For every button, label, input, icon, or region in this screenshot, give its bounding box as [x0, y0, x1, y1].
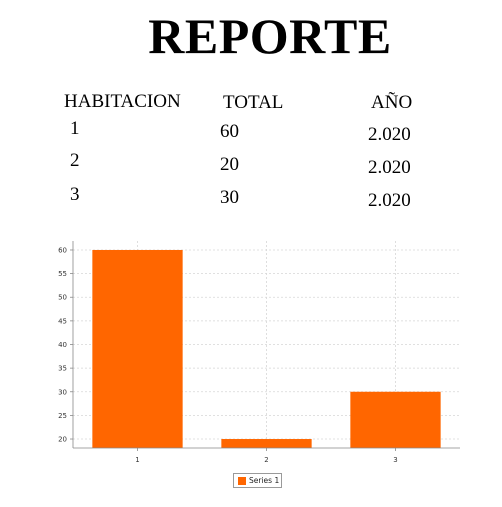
bar-3 — [350, 391, 441, 448]
y-tick-label: 25 — [58, 412, 67, 420]
row-2-total: 20 — [220, 154, 239, 175]
chart-legend: Series 1 — [233, 473, 282, 488]
y-tick-label: 45 — [58, 317, 67, 325]
column-header-total: TOTAL — [223, 92, 284, 113]
y-tick-label: 60 — [58, 246, 67, 254]
x-tick-label: 1 — [135, 456, 139, 464]
legend-label: Series 1 — [249, 476, 280, 485]
y-tick-label: 30 — [58, 388, 67, 396]
column-header-anio: AÑO — [371, 92, 413, 113]
legend-swatch — [238, 477, 246, 485]
y-tick-label: 35 — [58, 365, 67, 373]
column-header-habitacion: HABITACION — [64, 91, 181, 112]
row-3-habitacion: 3 — [70, 184, 80, 205]
row-3-anio: 2.020 — [368, 190, 411, 211]
report-title: REPORTE — [148, 8, 392, 64]
y-tick-label: 50 — [58, 294, 67, 302]
row-3-total: 30 — [220, 187, 239, 208]
row-1-total: 60 — [220, 121, 239, 142]
y-tick-label: 40 — [58, 341, 67, 349]
bar-1 — [92, 249, 183, 448]
row-1-anio: 2.020 — [368, 124, 411, 145]
row-1-habitacion: 1 — [70, 118, 80, 139]
row-2-anio: 2.020 — [368, 157, 411, 178]
x-tick-label: 2 — [264, 456, 268, 464]
x-tick-label: 3 — [393, 456, 397, 464]
bar-2 — [221, 439, 312, 448]
y-tick-label: 20 — [58, 436, 67, 444]
y-tick-label: 55 — [58, 270, 67, 278]
row-2-habitacion: 2 — [70, 150, 80, 171]
bar-chart: 20 25 30 35 40 45 50 55 60 1 2 3 — [58, 241, 460, 464]
